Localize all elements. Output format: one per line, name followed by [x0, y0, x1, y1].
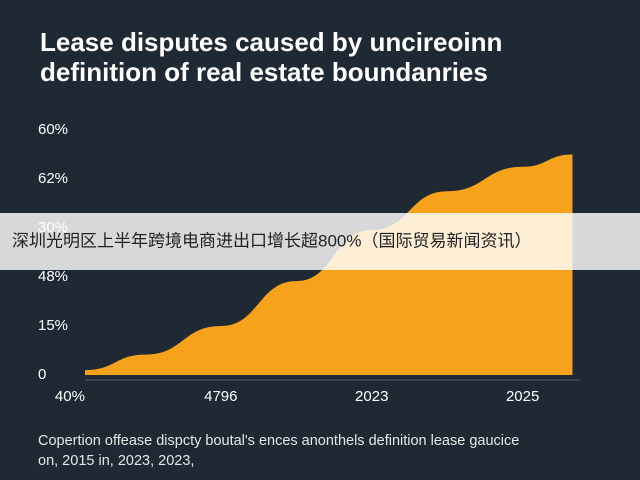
x-tick-label: 2023 — [355, 388, 388, 405]
banner-text: 深圳光明区上半年跨境电商进出口增长超800%（国际贸易新闻资讯） — [12, 231, 531, 250]
caption: on, 2015 in, 2023, 2023, — [38, 453, 194, 469]
chart-title: Lease disputes caused by uncireoinn — [40, 27, 502, 57]
x-tick-label: 4796 — [204, 388, 237, 405]
y-tick-label: 60% — [38, 121, 68, 138]
banner-bg — [0, 213, 640, 270]
caption: Copertion offease dispcty boutal's ences… — [38, 433, 519, 449]
y-tick-label: 0 — [38, 366, 46, 383]
y-tick-label: 62% — [38, 170, 68, 187]
y-tick-label: 48% — [38, 268, 68, 285]
chart-title: definition of real estate boundanries — [40, 57, 488, 87]
x-tick-label: 2025 — [506, 388, 539, 405]
x-tick-label: 40% — [55, 388, 85, 405]
y-tick-label: 15% — [38, 317, 68, 334]
